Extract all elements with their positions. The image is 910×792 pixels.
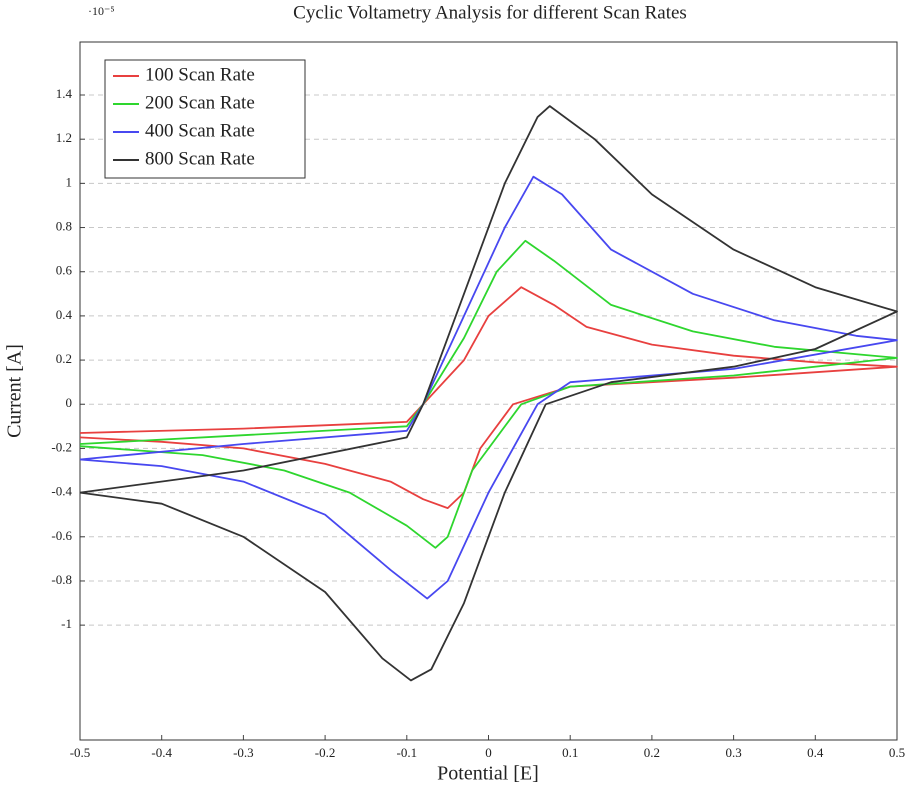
y-tick-label: -0.8 xyxy=(51,572,72,587)
x-tick-label: 0.5 xyxy=(889,745,905,760)
series-line xyxy=(79,239,898,549)
y-axis-exponent: ·10⁻⁵ xyxy=(88,4,115,18)
series-line xyxy=(79,175,898,600)
x-tick-label: 0.4 xyxy=(807,745,824,760)
series-line xyxy=(79,286,898,509)
x-tick-label: 0 xyxy=(485,745,492,760)
y-tick-label: 0.2 xyxy=(56,351,72,366)
legend-box xyxy=(104,59,306,179)
y-tick-label: -0.2 xyxy=(51,439,72,454)
x-tick-label: -0.1 xyxy=(397,745,418,760)
y-axis-label: Current [A] xyxy=(4,344,26,438)
x-tick-label: 0.2 xyxy=(644,745,660,760)
y-tick-label: -0.4 xyxy=(51,484,72,499)
series-line xyxy=(79,105,898,682)
x-tick-label: -0.2 xyxy=(315,745,336,760)
y-tick-label: -0.6 xyxy=(51,528,72,543)
x-tick-label: -0.5 xyxy=(70,745,91,760)
y-tick-label: 0.6 xyxy=(56,263,73,278)
y-tick-label: 0.4 xyxy=(56,307,73,322)
legend-label: 100 Scan Rate xyxy=(145,64,255,85)
y-tick-label: 0 xyxy=(66,395,73,410)
x-axis-label: Potential [E] xyxy=(437,763,539,785)
x-tick-label: -0.4 xyxy=(151,745,172,760)
plot-frame xyxy=(79,41,898,741)
y-tick-label: 1.2 xyxy=(56,130,72,145)
y-tick-label: 1.4 xyxy=(56,86,73,101)
legend-label: 800 Scan Rate xyxy=(145,148,255,169)
legend-label: 400 Scan Rate xyxy=(145,120,255,141)
x-tick-label: 0.1 xyxy=(562,745,578,760)
y-tick-label: 1 xyxy=(66,174,73,189)
chart-title: Cyclic Voltametry Analysis for different… xyxy=(293,2,687,23)
legend-label: 200 Scan Rate xyxy=(145,92,255,113)
x-tick-label: -0.3 xyxy=(233,745,254,760)
x-tick-label: 0.3 xyxy=(725,745,741,760)
y-tick-label: 0.8 xyxy=(56,219,72,234)
y-tick-label: -1 xyxy=(61,616,72,631)
